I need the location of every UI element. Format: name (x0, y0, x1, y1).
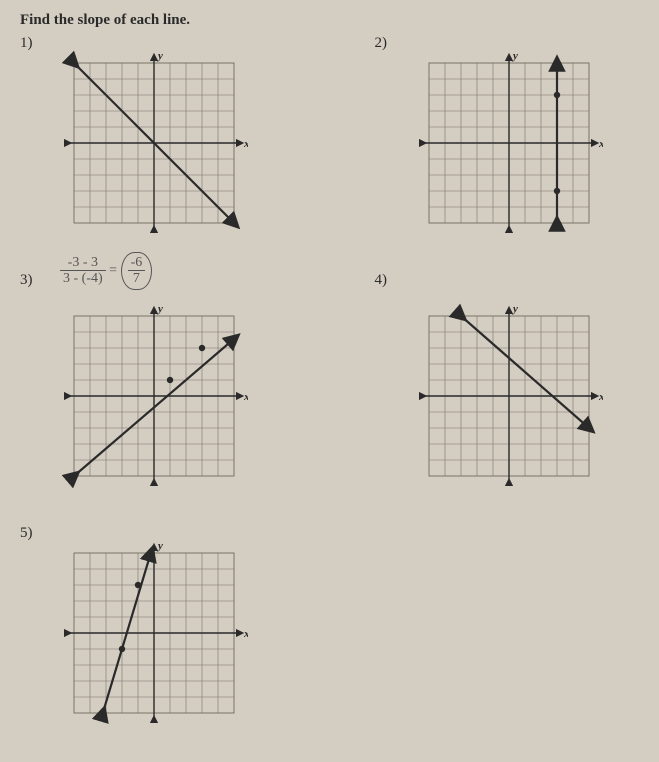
answer-numerator: -6 (128, 255, 146, 271)
svg-text:y: y (156, 540, 163, 552)
graph-2: xy (415, 49, 640, 242)
graph-5: xy (60, 539, 285, 732)
problem-number: 1) (20, 35, 33, 52)
handwritten-work: -3 - 3 3 - (-4) = -6 7 (60, 252, 152, 290)
fraction-numerator: -3 - 3 (60, 255, 106, 271)
svg-text:y: y (511, 50, 518, 62)
svg-text:y: y (156, 303, 163, 315)
fraction-denominator: 3 - (-4) (60, 271, 106, 286)
problems-grid: 1) xy 2) xy 3) -3 - 3 3 - (-4) = (20, 35, 639, 732)
problem-number: 5) (20, 525, 33, 542)
slope-fraction: -3 - 3 3 - (-4) (60, 255, 106, 287)
answer-fraction: -6 7 (128, 255, 146, 287)
problem-3: 3) -3 - 3 3 - (-4) = -6 7 xy (20, 272, 285, 495)
svg-text:x: x (598, 138, 603, 150)
equals-sign: = (109, 263, 117, 278)
graph-3: xy (60, 302, 285, 495)
svg-text:x: x (243, 138, 248, 150)
svg-text:y: y (156, 50, 163, 62)
answer-denominator: 7 (128, 271, 146, 286)
svg-text:x: x (243, 391, 248, 403)
svg-text:x: x (598, 391, 603, 403)
svg-text:x: x (243, 628, 248, 640)
problem-1: 1) xy (20, 35, 285, 242)
page-instruction: Find the slope of each line. (20, 12, 639, 29)
graph-4: xy (415, 302, 640, 495)
problem-number: 2) (375, 35, 388, 52)
problem-2: 2) xy (375, 35, 640, 242)
graph-1: xy (60, 49, 285, 242)
circled-answer: -6 7 (121, 252, 153, 290)
problem-4: 4) xy (375, 272, 640, 495)
problem-number: 4) (375, 272, 388, 289)
problem-number: 3) (20, 272, 33, 289)
svg-text:y: y (511, 303, 518, 315)
problem-5: 5) xy (20, 525, 285, 732)
